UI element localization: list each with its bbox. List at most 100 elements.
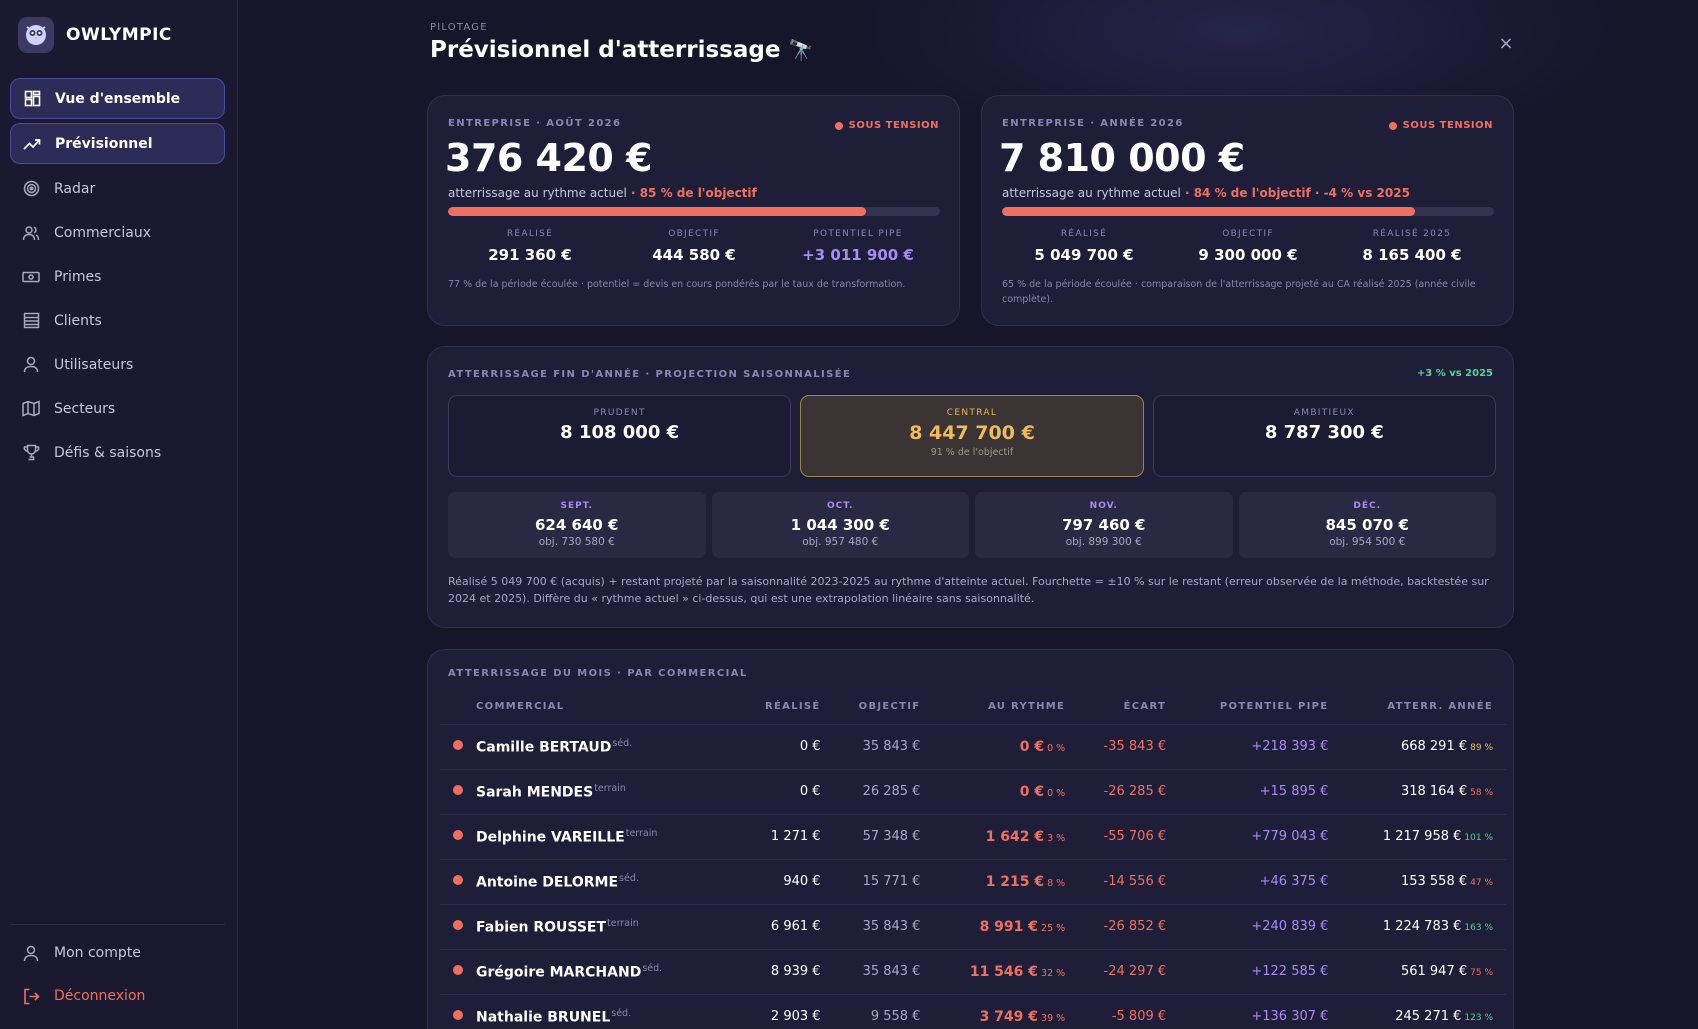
- scenario-value: 8 447 700 €: [909, 422, 1035, 444]
- card-label: ENTREPRISE · ANNÉE 2026: [1002, 118, 1184, 129]
- year-percent: 163 %: [1464, 923, 1493, 933]
- table-row[interactable]: Grégoire MARCHANDséd. 8 939 €35 843 €11 5…: [440, 948, 1506, 994]
- growth-badge: +3 % vs 2025: [1416, 368, 1493, 379]
- account-nav: Mon compte Déconnexion: [10, 924, 225, 1019]
- rep-name: Fabien ROUSSET: [476, 919, 607, 936]
- objectif-cell: 26 285 €: [833, 768, 934, 814]
- subtitle-highlight: · 85 % de l'objectif: [626, 186, 757, 200]
- month-label: DÉC.: [1353, 501, 1382, 511]
- rep-name-cell[interactable]: Nathalie BRUNELséd.: [476, 993, 743, 1029]
- stat-realise-2025: RÉALISÉ 2025 8 165 400 €: [1330, 229, 1494, 264]
- column-header[interactable]: RÉALISÉ: [765, 701, 821, 713]
- pace-value: 3 749 €: [979, 1008, 1039, 1025]
- rep-name-cell[interactable]: Antoine DELORMEséd.: [476, 858, 743, 904]
- rep-name-cell[interactable]: Delphine VAREILLEterrain: [476, 813, 743, 859]
- nav-item-challenges[interactable]: Défis & saisons: [10, 432, 225, 473]
- year-value: 561 947 €: [1400, 964, 1468, 979]
- nav-item-bonuses[interactable]: Primes: [10, 256, 225, 297]
- main-nav: Vue d'ensemble Prévisionnel Radar Commer…: [10, 78, 225, 476]
- pipe-cell: +240 839 €: [1179, 903, 1342, 949]
- column-header[interactable]: ATTERR. ANNÉE: [1387, 701, 1493, 713]
- progress-bar: [1002, 207, 1494, 216]
- column-header[interactable]: AU RYTHME: [988, 701, 1066, 713]
- scenario-value: 8 108 000 €: [560, 422, 680, 443]
- rep-name-cell[interactable]: Sarah MENDESterrain: [476, 768, 743, 814]
- pace-percent: 8 %: [1047, 877, 1066, 889]
- table-row[interactable]: Camille BERTAUDséd. 0 €35 843 €0 €0 % -35 …: [440, 723, 1506, 769]
- nav-item-sales-reps[interactable]: Commerciaux: [10, 212, 225, 253]
- month-objective: obj. 957 480 €: [802, 536, 879, 548]
- status-dot-icon: [453, 1010, 463, 1021]
- nav-item-clients[interactable]: Clients: [10, 300, 225, 341]
- gap-cell: -14 556 €: [1078, 858, 1180, 904]
- table-row[interactable]: Fabien ROUSSETterrain 6 961 €35 843 €8 99…: [440, 903, 1506, 949]
- progress-fill: [448, 207, 867, 216]
- year-landing-cell: 1 217 958 €101 %: [1341, 813, 1506, 859]
- column-header[interactable]: POTENTIEL PIPE: [1219, 701, 1329, 713]
- stat-value: 5 049 700 €: [1034, 246, 1134, 264]
- pace-cell: 3 749 €39 %: [933, 993, 1079, 1029]
- stats-row: RÉALISÉ 291 360 € OBJECTIF 444 580 € POT…: [448, 229, 940, 264]
- rep-name-cell[interactable]: Camille BERTAUDséd.: [476, 723, 743, 769]
- year-value: 245 271 €: [1395, 1009, 1462, 1025]
- owl-logo-icon: [18, 17, 54, 53]
- stat-value: 8 165 400 €: [1362, 246, 1462, 264]
- status-dot-icon: [453, 785, 463, 795]
- year-landing-cell: 668 291 €89 %: [1341, 723, 1506, 769]
- card-label: ATTERRISSAGE DU MOIS · PAR COMMERCIAL: [448, 668, 748, 679]
- table-row[interactable]: Nathalie BRUNELséd. 2 903 €9 558 €3 749 €…: [440, 993, 1506, 1029]
- nav-item-label: Mon compte: [54, 945, 141, 961]
- nav-item-users[interactable]: Utilisateurs: [10, 344, 225, 385]
- realise-cell: 2 903 €: [742, 993, 834, 1029]
- column-header[interactable]: COMMERCIAL: [476, 701, 565, 713]
- rep-role: séd.: [611, 1007, 632, 1019]
- column-header-dot: [440, 690, 476, 724]
- rep-name-cell[interactable]: Fabien ROUSSETterrain: [476, 903, 743, 949]
- year-percent: 75 %: [1470, 968, 1493, 978]
- scenario-prudent[interactable]: PRUDENT 8 108 000 €: [448, 395, 792, 477]
- subtitle-text: atterrissage au rythme actuel: [448, 186, 627, 200]
- card-note: 77 % de la période écoulée · potentiel =…: [448, 279, 906, 290]
- table-row[interactable]: Delphine VAREILLEterrain 1 271 €57 348 €1…: [440, 813, 1506, 859]
- reps-landing-card: ATTERRISSAGE DU MOIS · PAR COMMERCIAL CO…: [427, 649, 1514, 1029]
- page-title-text: Prévisionnel d'atterrissage: [430, 37, 781, 63]
- objectif-cell: 35 843 €: [833, 723, 934, 769]
- scenario-ambitieux[interactable]: AMBITIEUX 8 787 300 €: [1152, 395, 1496, 477]
- rep-name-cell[interactable]: Grégoire MARCHANDséd.: [476, 948, 743, 994]
- status-cell: [440, 768, 476, 814]
- scenario-central[interactable]: CENTRAL 8 447 700 € 91 % de l'objectif: [800, 395, 1144, 477]
- nav-item-forecast[interactable]: Prévisionnel: [10, 123, 225, 164]
- reps-table: COMMERCIAL RÉALISÉ OBJECTIF AU RYTHME ÉC…: [440, 690, 1506, 1029]
- status-badge: SOUS TENSION: [1388, 120, 1493, 131]
- nav-item-overview[interactable]: Vue d'ensemble: [10, 78, 225, 119]
- logout-button[interactable]: Déconnexion: [10, 976, 225, 1016]
- realise-cell: 940 €: [742, 858, 834, 904]
- column-header[interactable]: OBJECTIF: [858, 701, 921, 713]
- status-cell: [440, 858, 476, 904]
- brand[interactable]: OWLYMPIC: [18, 17, 172, 53]
- month-value: 1 044 300 €: [790, 516, 890, 534]
- month-label: OCT.: [827, 501, 854, 511]
- rep-name: Nathalie BRUNEL: [476, 1009, 611, 1026]
- stats-row: RÉALISÉ 5 049 700 € OBJECTIF 9 300 000 €…: [1002, 229, 1494, 264]
- nav-item-label: Primes: [54, 268, 102, 285]
- pipe-cell: +779 043 €: [1179, 813, 1342, 859]
- rep-role: terrain: [607, 917, 639, 929]
- table-row[interactable]: Antoine DELORMEséd. 940 €15 771 €1 215 €8…: [440, 858, 1506, 904]
- year-percent: 47 %: [1470, 878, 1493, 888]
- nav-item-account[interactable]: Mon compte: [10, 933, 225, 973]
- page-title: Prévisionnel d'atterrissage 🔭: [430, 37, 813, 63]
- table-row[interactable]: Sarah MENDESterrain 0 €26 285 €0 €0 % -26 …: [440, 768, 1506, 814]
- month-tile: DÉC. 845 070 € obj. 954 500 €: [1238, 492, 1496, 558]
- pace-cell: 1 642 €3 %: [933, 813, 1079, 859]
- column-header[interactable]: ÉCART: [1123, 701, 1167, 713]
- card-label: ENTREPRISE · AOÛT 2026: [448, 118, 622, 129]
- nav-item-radar[interactable]: Radar: [10, 168, 225, 209]
- nav-item-sectors[interactable]: Secteurs: [10, 388, 225, 429]
- status-cell: [440, 993, 476, 1029]
- status-dot-icon: [453, 965, 463, 975]
- close-button[interactable]: ×: [1498, 33, 1514, 54]
- stat-label: RÉALISÉ 2025: [1372, 229, 1452, 239]
- stat-label: OBJECTIF: [668, 229, 720, 239]
- gap-cell: -24 297 €: [1078, 948, 1180, 994]
